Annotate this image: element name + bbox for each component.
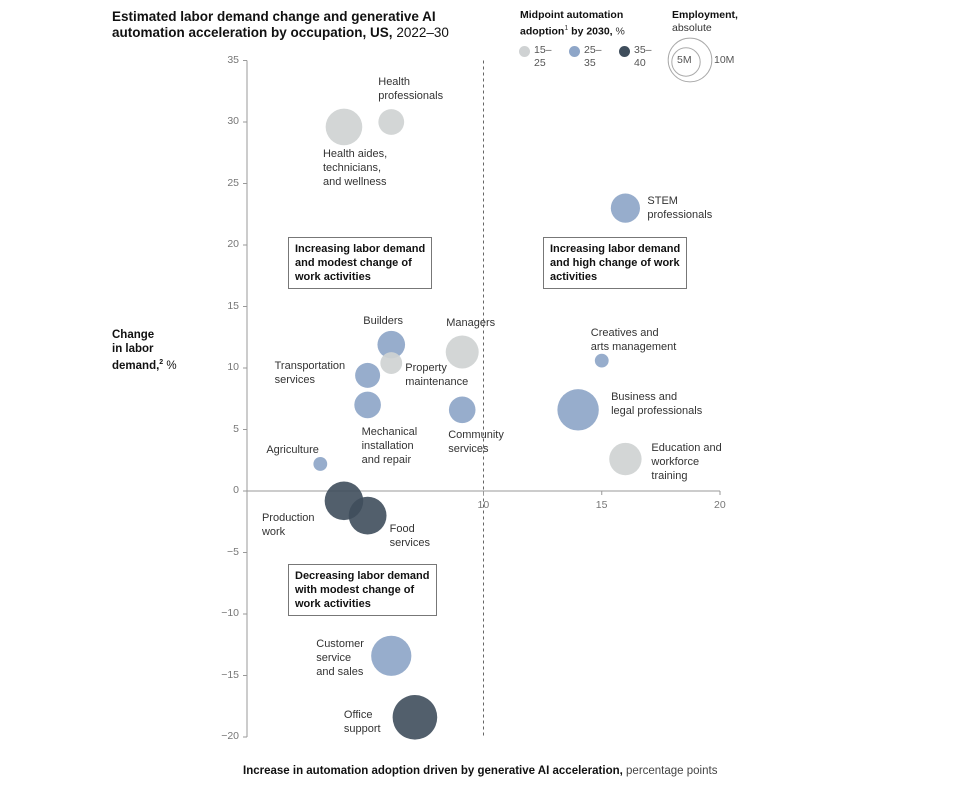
bubble-business-and-legal-professionals <box>557 389 599 431</box>
legend-label-2: 25– 35 <box>584 44 602 69</box>
point-label: Office support <box>343 709 381 736</box>
y-tick-label: 10 <box>227 361 239 373</box>
y-tick-label: −15 <box>221 668 239 681</box>
adoption-legend-title: Midpoint automation adoption1 by 2030, % <box>520 9 625 38</box>
employment-legend-title: Employment, absolute <box>672 9 738 34</box>
bubble-builders <box>377 330 406 359</box>
x-axis-label: Increase in automation adoption driven b… <box>243 765 718 777</box>
bubble-office-support <box>392 695 438 740</box>
y-tick-label: −5 <box>227 545 239 558</box>
y-tick-label: 20 <box>227 238 239 250</box>
legend-label-1: 15– 25 <box>534 44 552 69</box>
y-tick-label: 15 <box>227 299 239 312</box>
y-tick-label: −10 <box>221 607 239 619</box>
point-label: Creatives and arts management <box>590 326 677 353</box>
legend-dot-3 <box>619 46 630 57</box>
bubble-health-professionals <box>378 109 405 135</box>
point-label: Builders <box>363 314 403 327</box>
bubble-transportation-services <box>355 362 381 388</box>
chart-title: Estimated labor demand change and genera… <box>112 9 449 40</box>
y-tick-label: −20 <box>221 730 239 742</box>
legend-dot-2 <box>569 46 580 57</box>
point-label: Community services <box>448 428 504 455</box>
size-legend-circle-small <box>671 47 701 77</box>
point-label: Production work <box>261 511 315 538</box>
employment-legend-large: 10M <box>714 54 735 66</box>
bubble-property-maintenance <box>380 352 403 374</box>
point-label: Health aides, technicians, and wellness <box>322 147 388 188</box>
x-tick-label: 20 <box>714 499 726 511</box>
y-tick-label: 5 <box>233 422 239 435</box>
size-legend-circle-large <box>667 37 713 83</box>
employment-legend-small: 5M <box>677 54 692 66</box>
point-label: Agriculture <box>266 443 319 456</box>
quadrant-bottom-left-box: Decreasing labor demand with modest chang… <box>288 564 437 616</box>
point-label: Customer service and sales <box>316 637 364 678</box>
bubble-health-aides-technicians-and-wellness <box>325 108 363 146</box>
point-label: Business and legal professionals <box>611 390 703 417</box>
point-label: Education and workforce training <box>651 442 722 483</box>
bubble-creatives-and-arts-management <box>594 353 609 368</box>
point-label: Transportation services <box>274 360 346 387</box>
bubble-customer-service-and-sales <box>371 635 412 676</box>
bubble-mechanical-installation-and-repair <box>354 391 381 419</box>
bubble-community-services <box>448 396 476 424</box>
bubble-education-and-workforce-training <box>609 442 642 476</box>
point-label: Mechanical installation and repair <box>361 425 418 466</box>
bubble-food-services <box>348 496 387 535</box>
point-label: Food services <box>389 522 430 549</box>
y-tick-label: 25 <box>227 176 239 189</box>
x-tick-label: 10 <box>477 499 490 511</box>
x-tick-label: 15 <box>595 499 608 511</box>
bubble-managers <box>445 335 479 369</box>
y-tick-label: 35 <box>227 53 239 66</box>
bubble-agriculture <box>313 457 328 471</box>
y-tick-label: 0 <box>233 484 239 496</box>
point-label: Property maintenance <box>405 362 469 389</box>
legend-label-3: 35– 40 <box>634 44 652 69</box>
point-label: Health professionals <box>378 76 444 102</box>
bubble-stem-professionals <box>610 193 641 223</box>
point-label: STEM professionals <box>647 195 713 222</box>
y-axis-label: Change in labor demand,2 % <box>112 329 177 372</box>
y-tick-label: 30 <box>227 115 239 127</box>
legend-dot-1 <box>519 46 530 57</box>
point-label: Managers <box>446 317 496 329</box>
quadrant-top-left-box: Increasing labor demand and modest change… <box>288 237 433 289</box>
quadrant-top-right-box: Increasing labor demand and high change o… <box>543 237 688 289</box>
